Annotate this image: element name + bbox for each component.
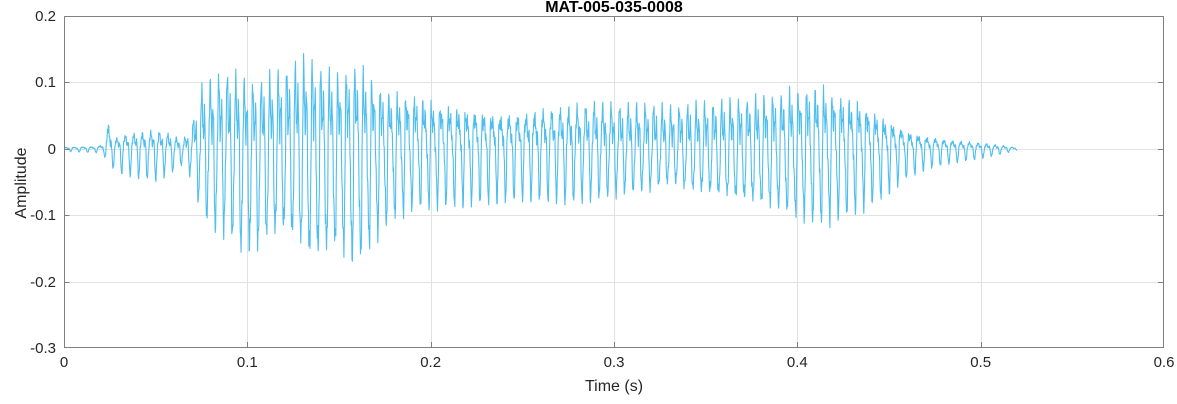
x-tick-label: 0.2 [420,354,442,371]
chart-title: MAT-005-035-0008 [545,0,683,16]
x-tick-label: 0.6 [1153,354,1175,371]
y-tick-label: -0.3 [30,340,56,357]
y-tick-label: 0.1 [35,74,56,92]
y-tick-label: -0.1 [30,207,56,225]
x-tick-label: 0 [59,354,69,371]
waveform-canvas [64,16,1164,348]
x-tick-label: 0.5 [970,354,992,371]
x-tick-label: 0.1 [236,354,258,371]
x-axis-label: Time (s) [584,378,644,395]
y-tick-label: 0.2 [35,8,56,25]
y-tick-label: -0.2 [30,273,56,291]
y-tick-label: 0 [47,140,56,158]
x-tick-label: 0.3 [603,354,625,371]
x-tick-label: 0.4 [786,354,808,371]
